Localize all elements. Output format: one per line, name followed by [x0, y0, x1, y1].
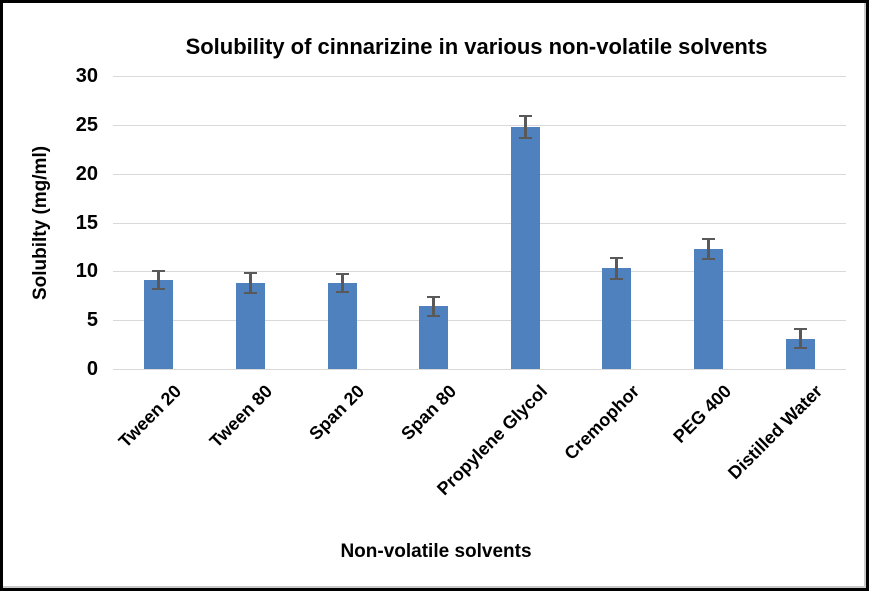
- y-tick-label: 5: [86, 309, 98, 331]
- bar-peg-400: [694, 249, 723, 369]
- error-bar-cap: [336, 273, 349, 275]
- bar-tween-80: [236, 283, 265, 369]
- bar-tween-20: [144, 280, 173, 369]
- gridline: [113, 320, 846, 321]
- gridline: [113, 369, 846, 370]
- error-bar-line: [157, 271, 160, 289]
- x-category-label: Tween 80: [205, 381, 277, 452]
- bar-propylene-glycol: [511, 127, 540, 369]
- error-bar-line: [341, 274, 344, 292]
- error-bar-cap: [794, 328, 807, 330]
- error-bar-line: [249, 273, 252, 293]
- error-bar-cap: [794, 347, 807, 349]
- gridline: [113, 223, 846, 224]
- x-category-label: Span 80: [397, 381, 461, 444]
- x-category-label: Tween 20: [114, 381, 186, 452]
- error-bar-cap: [336, 291, 349, 293]
- chart-title: Solubility of cinnarizine in various non…: [185, 34, 768, 59]
- y-tick-label: 25: [75, 114, 98, 136]
- error-bar-cap: [519, 137, 532, 139]
- error-bar-cap: [610, 257, 623, 259]
- error-bar-cap: [702, 258, 715, 260]
- error-bar-line: [615, 258, 618, 279]
- gridline: [113, 76, 846, 77]
- error-bar-line: [432, 297, 435, 317]
- x-category-label: Distilled Water: [724, 381, 827, 484]
- error-bar-cap: [427, 296, 440, 298]
- error-bar-cap: [152, 270, 165, 272]
- y-tick-label: 30: [75, 65, 98, 87]
- error-bar-cap: [244, 272, 257, 274]
- gridline: [113, 174, 846, 175]
- x-category-label: Propylene Glycol: [433, 381, 552, 500]
- y-tick-label: 20: [75, 163, 98, 185]
- error-bar-cap: [610, 278, 623, 280]
- error-bar-line: [524, 116, 527, 137]
- bar-span-20: [328, 283, 357, 369]
- error-bar-cap: [702, 238, 715, 240]
- error-bar-cap: [152, 288, 165, 290]
- plot-area: 0 5 10 15 20 25 30 Tween 20 Tween 80 Span 20 Span …: [3, 3, 866, 588]
- x-category-label: Cremophor: [560, 381, 644, 464]
- gridline: [113, 271, 846, 272]
- x-axis-title: Non-volatile solvents: [340, 541, 532, 562]
- error-bar-line: [707, 239, 710, 259]
- gridline: [113, 125, 846, 126]
- y-tick-label: 15: [75, 212, 98, 234]
- x-category-label: PEG 400: [669, 381, 736, 447]
- error-bar-cap: [244, 292, 257, 294]
- y-tick-label: 10: [75, 260, 98, 282]
- error-bar-line: [799, 329, 802, 349]
- error-bar-cap: [427, 315, 440, 317]
- y-tick-label: 0: [86, 358, 98, 380]
- bar-cremophor: [602, 268, 631, 369]
- x-category-label: Span 20: [305, 381, 369, 444]
- error-bar-cap: [519, 115, 532, 117]
